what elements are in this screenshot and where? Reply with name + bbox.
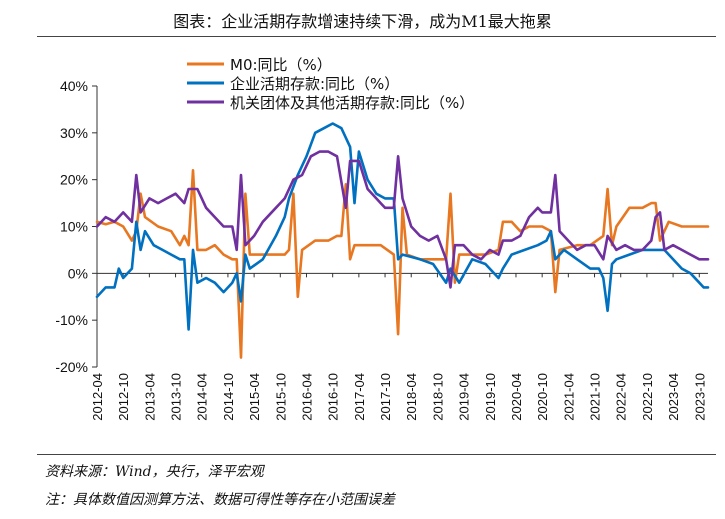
y-tick-label: 0% (68, 265, 88, 281)
x-tick-label: 2016-04 (299, 373, 314, 421)
x-tick-label: 2022-04 (614, 373, 629, 421)
series-line-other (95, 150, 710, 289)
y-tick-label: 10% (60, 219, 88, 235)
source-note: 资料来源：Wind，央行，泽平宏观 (45, 464, 264, 480)
y-tick-label: 40% (60, 78, 88, 94)
footnote: 注：具体数值因测算方法、数据可得性等存在小范围误差 (45, 492, 395, 508)
x-tick-label: 2014-10 (221, 373, 236, 421)
x-tick-label: 2017-10 (378, 373, 393, 421)
x-tick-label: 2017-04 (352, 373, 367, 421)
x-tick-label: 2019-10 (483, 373, 498, 421)
x-tick-label: 2023-10 (692, 373, 707, 421)
x-tick-label: 2018-04 (404, 373, 419, 421)
y-tick-label: -20% (55, 359, 88, 375)
legend-label-other: 机关团体及其他活期存款:同比（%） (230, 94, 474, 112)
x-tick-label: 2015-10 (273, 373, 288, 421)
y-tick-label: 20% (60, 172, 88, 188)
y-tick-label: -10% (55, 312, 88, 328)
x-tick-label: 2023-04 (666, 373, 681, 421)
x-tick-label: 2021-10 (588, 373, 603, 421)
footer-rule (37, 454, 716, 455)
y-tick-label: 30% (60, 125, 88, 141)
series-line-corp (95, 122, 710, 331)
x-tick-label: 2014-04 (195, 373, 210, 421)
x-tick-label: 2020-10 (535, 373, 550, 421)
title-rule (37, 36, 716, 37)
chart-series (95, 122, 710, 359)
legend-label-m0: M0:同比（%） (230, 56, 332, 74)
x-tick-label: 2013-04 (142, 373, 157, 421)
x-tick-label: 2012-04 (90, 373, 105, 421)
legend-label-corp: 企业活期存款:同比（%） (230, 75, 399, 93)
x-tick-label: 2012-10 (116, 373, 131, 421)
chart-legend: M0:同比（%）企业活期存款:同比（%）机关团体及其他活期存款:同比（%） (187, 56, 474, 112)
chart-axes: -20% -10% 0% 10% 20% 30% 40% 2012-04 2012-10 2013… (55, 78, 708, 421)
series-line-m0 (95, 169, 710, 359)
x-tick-label: 2013-10 (169, 373, 184, 421)
x-tick-label: 2019-04 (457, 373, 472, 421)
x-tick-label: 2022-10 (640, 373, 655, 421)
x-tick-label: 2021-04 (561, 373, 576, 421)
x-tick-label: 2016-10 (326, 373, 341, 421)
x-tick-label: 2020-04 (509, 373, 524, 421)
x-tick-label: 2015-04 (247, 373, 262, 421)
chart-title: 图表：企业活期存款增速持续下滑，成为M1最大拖累 (173, 12, 552, 31)
x-tick-label: 2018-10 (430, 373, 445, 421)
